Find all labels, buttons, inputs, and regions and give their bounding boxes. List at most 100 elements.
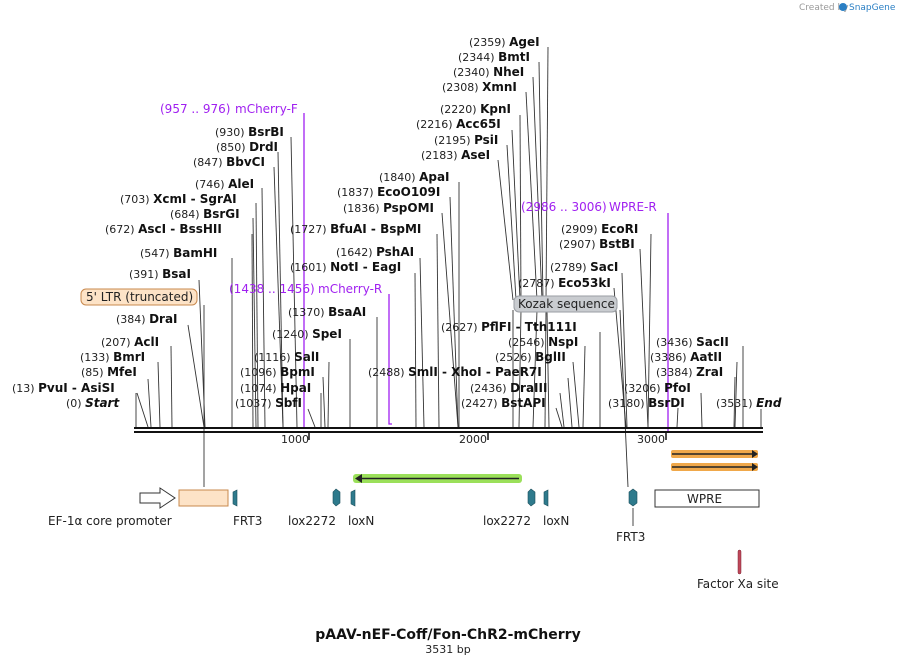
site-label[interactable]: (1836) PspOMI	[343, 201, 434, 215]
site-label[interactable]: (3436) SacII	[656, 335, 729, 349]
site-label[interactable]: (2526) BglII	[495, 350, 566, 364]
site-label[interactable]: (1096) BpmI	[240, 365, 315, 379]
ef1a-promoter-feature[interactable]: EF-1α core promoter	[48, 487, 176, 528]
site-label[interactable]: (85) MfeI	[81, 365, 137, 379]
primer-range: (1438 .. 1456)	[229, 282, 315, 296]
site-label[interactable]: (2359) AgeI	[469, 35, 540, 49]
site-label[interactable]: (3180) BsrDI	[608, 396, 685, 410]
site-label[interactable]: (3206) PfoI	[624, 381, 691, 395]
svg-text:(930) BsrBI: (930) BsrBI	[215, 125, 284, 139]
site-name: EcoRI	[601, 222, 638, 236]
plasmid-length: 3531 bp	[425, 643, 470, 656]
svg-text:(1836) PspOMI: (1836) PspOMI	[343, 201, 434, 215]
site-label[interactable]: (2344) BmtI	[458, 50, 530, 64]
site-label[interactable]: (2308) XmnI	[442, 80, 517, 94]
orf-arrows-orange[interactable]	[671, 450, 758, 471]
orf-arrow-green-head	[355, 474, 362, 483]
site-label[interactable]: (391) BsaI	[129, 267, 191, 281]
site-label[interactable]: (746) AleI	[195, 177, 254, 191]
site-label[interactable]: (0) Start	[66, 396, 120, 410]
site-label[interactable]: (2787) Eco53kI	[518, 276, 611, 290]
site-label[interactable]: (703) XcmI - SgrAI	[120, 192, 237, 206]
site-label[interactable]: (850) DrdI	[216, 140, 278, 154]
site-name: AleI	[228, 177, 254, 191]
svg-text:(1642) PshAI: (1642) PshAI	[336, 245, 414, 259]
svg-text:(1837) EcoO109I: (1837) EcoO109I	[337, 185, 440, 199]
site-position: (3531)	[716, 397, 756, 410]
site-label[interactable]: (1840) ApaI	[379, 170, 450, 184]
site-label[interactable]: (3386) AatII	[650, 350, 722, 364]
site-name: PflFI - Tth111I	[481, 320, 577, 334]
svg-text:(0) Start: (0) Start	[66, 396, 120, 410]
site-label[interactable]: (207) AclI	[101, 335, 159, 349]
ltr-feature-box[interactable]	[178, 489, 229, 507]
site-label[interactable]: (13) PvuI - AsiSI	[12, 381, 115, 395]
site-position: (3436)	[656, 336, 696, 349]
site-label[interactable]: (1037) SbfI	[235, 396, 302, 410]
site-label[interactable]: (2488) SmlI - XhoI - PaeR7I	[368, 365, 542, 379]
orf-arrow-green[interactable]	[353, 474, 522, 483]
svg-text:(1840) ApaI: (1840) ApaI	[379, 170, 450, 184]
site-label[interactable]: (2546) NspI	[508, 335, 578, 349]
site-label[interactable]: (2216) Acc65I	[416, 117, 501, 131]
site-label[interactable]: (2627) PflFI - Tth111I	[441, 320, 577, 334]
site-position: (703)	[120, 193, 153, 206]
factor-xa-feature[interactable]: Factor Xa site	[697, 549, 779, 591]
site-position: (2789)	[550, 261, 590, 274]
site-name: BsrDI	[648, 396, 685, 410]
svg-text:(2427) BstAPI: (2427) BstAPI	[461, 396, 546, 410]
ltr-callout[interactable]: 5' LTR (truncated)	[80, 288, 198, 306]
svg-text:(2627) PflFI - Tth111I: (2627) PflFI - Tth111I	[441, 320, 577, 334]
site-label[interactable]: (684) BsrGI	[170, 207, 240, 221]
site-position: (2488)	[368, 366, 408, 379]
svg-text:(850) DrdI: (850) DrdI	[216, 140, 278, 154]
site-label[interactable]: (3384) ZraI	[656, 365, 723, 379]
site-label[interactable]: (2427) BstAPI	[461, 396, 546, 410]
site-label[interactable]: (2183) AseI	[421, 148, 490, 162]
site-label[interactable]: (2907) BstBI	[559, 237, 635, 251]
site-label[interactable]: (2195) PsiI	[434, 133, 498, 147]
site-label[interactable]: (2789) SacI	[550, 260, 618, 274]
site-leader-lines	[135, 46, 762, 488]
site-name: BsrGI	[203, 207, 240, 221]
svg-text:(2546) NspI: (2546) NspI	[508, 335, 578, 349]
site-label[interactable]: (1601) NotI - EagI	[290, 260, 401, 274]
site-name: SmlI - XhoI - PaeR7I	[408, 365, 542, 379]
site-position: (3384)	[656, 366, 696, 379]
site-label[interactable]: (1727) BfuAI - BspMI	[290, 222, 421, 236]
site-label[interactable]: (2909) EcoRI	[561, 222, 638, 236]
site-name: PsiI	[474, 133, 498, 147]
site-label[interactable]: (1370) BsaAI	[288, 305, 366, 319]
site-label[interactable]: (1642) PshAI	[336, 245, 414, 259]
site-label[interactable]: (1116) SalI	[254, 350, 319, 364]
recombination-site-markers[interactable]: FRT3 lox2272 loxN lox2272 loxN FRT3	[232, 488, 645, 544]
factor-xa-label: Factor Xa site	[697, 577, 779, 591]
site-position: (2308)	[442, 81, 482, 94]
site-label[interactable]: (2340) NheI	[453, 65, 524, 79]
site-label[interactable]: (1837) EcoO109I	[337, 185, 440, 199]
site-label[interactable]: (1074) HpaI	[240, 381, 311, 395]
site-label[interactable]: (384) DraI	[116, 312, 178, 326]
site-label[interactable]: (1240) SpeI	[272, 327, 342, 341]
site-position: (13)	[12, 382, 38, 395]
site-position: (2546)	[508, 336, 548, 349]
site-name: BamHI	[173, 246, 217, 260]
site-name: BbvCI	[226, 155, 265, 169]
site-label[interactable]: (672) AscI - BssHII	[105, 222, 222, 236]
snapgene-logo-text: SnapGene	[849, 3, 896, 13]
site-name: DraI	[149, 312, 177, 326]
kozak-callout[interactable]: Kozak sequence	[513, 295, 618, 313]
site-label[interactable]: (547) BamHI	[140, 246, 217, 260]
site-label[interactable]: (2220) KpnI	[440, 102, 511, 116]
site-label[interactable]: (930) BsrBI	[215, 125, 284, 139]
site-label[interactable]: (2436) DraIII	[470, 381, 547, 395]
site-position: (2220)	[440, 103, 480, 116]
site-label[interactable]: (3531) End	[716, 396, 782, 410]
site-label[interactable]: (847) BbvCI	[193, 155, 265, 169]
wpre-feature[interactable]: WPRE	[654, 489, 760, 508]
loxn-a-marker-icon	[350, 489, 356, 507]
svg-text:(384) DraI: (384) DraI	[116, 312, 178, 326]
loxn-b-marker-icon	[543, 489, 549, 507]
site-position: (1727)	[290, 223, 330, 236]
site-label[interactable]: (133) BmrI	[80, 350, 145, 364]
